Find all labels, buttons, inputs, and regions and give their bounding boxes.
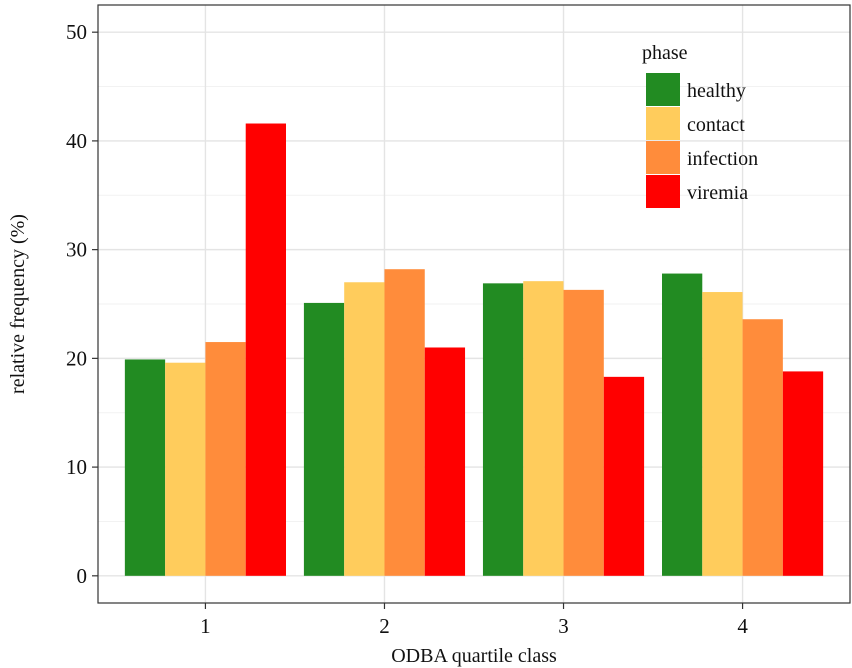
x-axis: 1 2 3 4 [200, 603, 748, 638]
bar-healthy-1 [124, 359, 166, 576]
y-tick-label: 50 [66, 20, 87, 44]
plot-border [97, 4, 851, 604]
x-tick-label: 2 [379, 614, 390, 638]
bar-contact-2 [344, 282, 385, 576]
y-axis: 0 10 20 30 40 50 [66, 20, 98, 588]
y-tick-label: 40 [66, 129, 87, 153]
y-tick-label: 0 [77, 564, 88, 588]
bar-infection-1 [205, 342, 246, 576]
legend-label-viremia: viremia [687, 182, 748, 204]
bar-viremia-3 [603, 376, 645, 576]
bar-contact-1 [165, 362, 206, 576]
legend-swatch-contact [646, 107, 680, 140]
y-tick-label: 20 [66, 346, 87, 370]
y-axis-title: relative frequency (%) [7, 214, 29, 394]
legend-label-infection: infection [687, 148, 758, 170]
legend-swatch-infection [646, 141, 680, 174]
legend-swatch-viremia [646, 175, 680, 208]
x-tick-label: 4 [737, 614, 748, 638]
bar-viremia-4 [782, 371, 824, 576]
legend-swatch-healthy [646, 73, 680, 106]
bar-infection-2 [384, 269, 425, 576]
x-axis-title: ODBA quartile class [391, 645, 557, 667]
y-tick-label: 10 [66, 455, 87, 479]
bar-infection-3 [563, 289, 604, 576]
bar-healthy-4 [662, 273, 703, 576]
bars [124, 123, 824, 576]
bar-viremia-2 [424, 347, 466, 576]
legend: phase healthy contact infection viremia [642, 42, 758, 208]
bar-contact-4 [702, 292, 743, 576]
bar-infection-4 [742, 319, 783, 576]
legend-label-contact: contact [687, 114, 745, 136]
legend-title: phase [642, 42, 688, 64]
x-tick-label: 3 [558, 614, 569, 638]
legend-label-healthy: healthy [687, 80, 746, 102]
bar-healthy-3 [482, 283, 524, 576]
bar-healthy-2 [303, 302, 345, 576]
x-tick-label: 1 [200, 614, 211, 638]
y-tick-label: 30 [66, 238, 87, 262]
bar-contact-3 [523, 281, 564, 576]
bar-viremia-1 [245, 123, 286, 576]
